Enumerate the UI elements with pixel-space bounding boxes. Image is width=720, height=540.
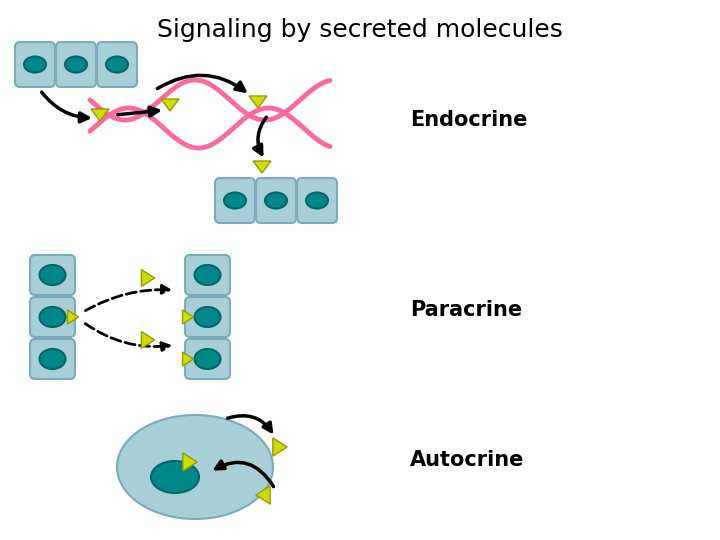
Text: Autocrine: Autocrine: [410, 450, 524, 470]
Ellipse shape: [106, 57, 128, 72]
Polygon shape: [141, 332, 155, 348]
FancyBboxPatch shape: [30, 339, 75, 379]
FancyBboxPatch shape: [30, 297, 75, 337]
Ellipse shape: [24, 57, 46, 72]
FancyBboxPatch shape: [56, 42, 96, 87]
Ellipse shape: [224, 192, 246, 208]
FancyBboxPatch shape: [97, 42, 137, 87]
Ellipse shape: [40, 307, 66, 327]
Polygon shape: [91, 109, 109, 121]
Ellipse shape: [40, 349, 66, 369]
Polygon shape: [68, 310, 78, 324]
Ellipse shape: [194, 349, 220, 369]
Text: Paracrine: Paracrine: [410, 300, 522, 320]
Polygon shape: [249, 96, 267, 108]
Ellipse shape: [306, 192, 328, 208]
Ellipse shape: [265, 192, 287, 208]
Ellipse shape: [194, 265, 220, 285]
FancyBboxPatch shape: [185, 297, 230, 337]
Ellipse shape: [117, 415, 273, 519]
Polygon shape: [183, 453, 197, 471]
Polygon shape: [253, 161, 271, 173]
Text: Endocrine: Endocrine: [410, 110, 527, 130]
Ellipse shape: [194, 307, 220, 327]
Polygon shape: [161, 99, 179, 111]
FancyBboxPatch shape: [215, 178, 255, 223]
FancyBboxPatch shape: [256, 178, 296, 223]
Ellipse shape: [151, 461, 199, 493]
Polygon shape: [273, 438, 287, 456]
Ellipse shape: [65, 57, 87, 72]
Polygon shape: [256, 486, 270, 504]
Text: Signaling by secreted molecules: Signaling by secreted molecules: [157, 18, 563, 42]
Polygon shape: [141, 269, 155, 286]
Polygon shape: [182, 310, 194, 324]
FancyBboxPatch shape: [185, 255, 230, 295]
FancyBboxPatch shape: [297, 178, 337, 223]
FancyBboxPatch shape: [185, 339, 230, 379]
Ellipse shape: [40, 265, 66, 285]
FancyBboxPatch shape: [30, 255, 75, 295]
Polygon shape: [182, 352, 194, 366]
FancyBboxPatch shape: [15, 42, 55, 87]
